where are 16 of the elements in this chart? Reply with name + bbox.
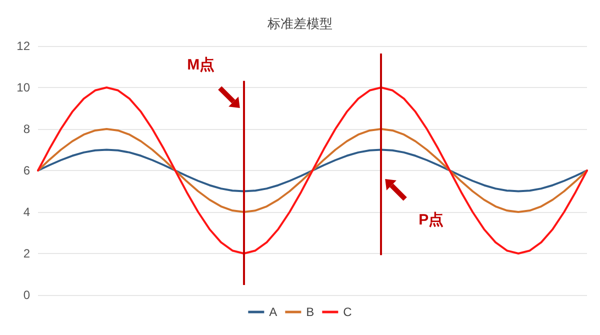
y-tick-label: 10 — [16, 80, 30, 94]
legend-label: C — [343, 305, 352, 319]
y-tick-label: 6 — [23, 164, 30, 178]
chart-title: 标准差模型 — [266, 16, 332, 31]
y-tick-label: 12 — [16, 39, 30, 53]
line-series — [37, 148, 588, 192]
line-series — [37, 86, 588, 254]
y-tick-label: 4 — [23, 205, 30, 219]
annotation: M点 — [187, 56, 215, 74]
y-tick-label: 0 — [23, 288, 30, 302]
legend-label: B — [306, 305, 314, 319]
y-tick-label: 8 — [23, 122, 30, 136]
legend-label: A — [269, 305, 278, 319]
annotation: P点 — [418, 212, 444, 228]
y-tick-label: 2 — [23, 246, 30, 260]
line-series — [37, 128, 588, 213]
